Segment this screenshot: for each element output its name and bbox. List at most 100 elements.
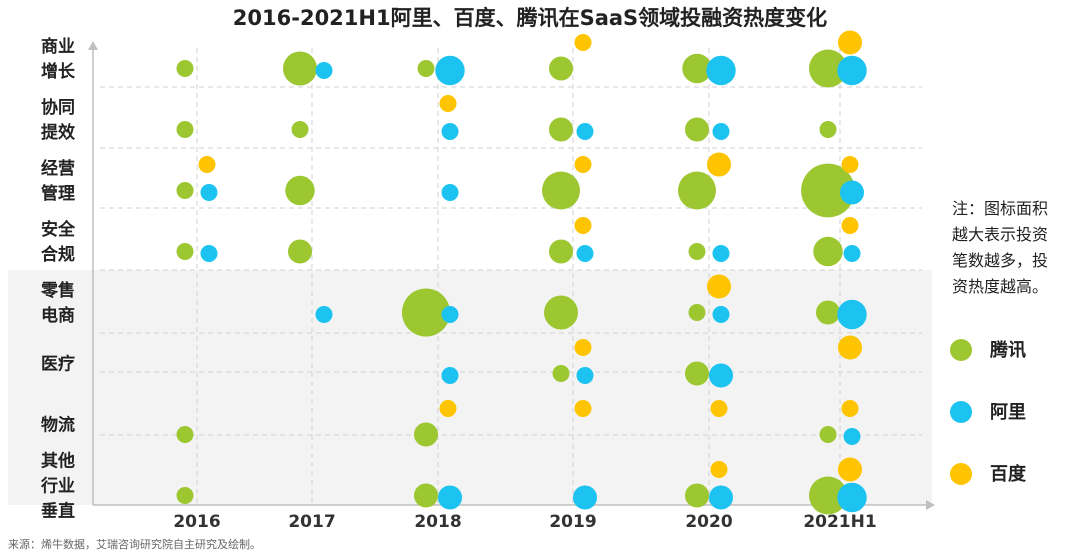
bubble xyxy=(401,288,451,337)
row-label: 安全 xyxy=(41,219,76,240)
bubble xyxy=(710,461,728,478)
bubble xyxy=(198,156,216,173)
bubble xyxy=(176,426,194,443)
bubble xyxy=(441,123,459,140)
bubble xyxy=(439,400,457,417)
x-tick-label: 2018 xyxy=(414,512,461,532)
bubble xyxy=(176,121,194,138)
bubble xyxy=(200,245,218,262)
row-label: 提效 xyxy=(41,122,75,143)
shaded-band xyxy=(8,270,932,505)
legend-marker xyxy=(950,339,972,361)
bubbles xyxy=(176,30,867,515)
bubble xyxy=(176,487,194,504)
row-label: 增长 xyxy=(41,61,76,82)
x-tick-label: 2019 xyxy=(549,512,596,532)
x-tick-label: 2020 xyxy=(685,512,732,532)
legend-label: 阿里 xyxy=(990,402,1026,423)
row-label: 电商 xyxy=(41,305,75,326)
bubble xyxy=(574,400,592,417)
bubble xyxy=(706,55,736,86)
bubble xyxy=(808,49,848,88)
legend-marker xyxy=(950,401,972,423)
bubble xyxy=(837,30,863,55)
bubble xyxy=(200,184,218,201)
bubble xyxy=(574,339,592,356)
row-label: 协同 xyxy=(41,97,75,118)
bubble xyxy=(413,483,439,508)
bubble xyxy=(706,152,732,177)
bubble xyxy=(435,55,465,86)
x-tick-label: 2017 xyxy=(288,512,335,532)
bubble xyxy=(677,171,717,210)
row-label: 零售 xyxy=(40,280,75,301)
bubble xyxy=(437,485,463,510)
bubble xyxy=(837,299,867,330)
bubble xyxy=(837,482,867,513)
bubble xyxy=(176,182,194,199)
bubble xyxy=(706,274,732,299)
bubble xyxy=(413,422,439,447)
bubble xyxy=(285,175,315,206)
note-line: 资热度越高。 xyxy=(952,277,1048,296)
bubble xyxy=(176,60,194,77)
bubble xyxy=(441,184,459,201)
bubble xyxy=(544,295,578,330)
row-label: 行业 xyxy=(40,476,75,497)
bubble xyxy=(441,367,459,384)
note-line: 注：图标面积 xyxy=(952,199,1048,218)
legend-label: 腾讯 xyxy=(990,339,1026,361)
bubble xyxy=(572,485,598,510)
row-label: 合规 xyxy=(41,244,75,265)
note-line: 笔数越多，投 xyxy=(952,251,1048,270)
x-tick-label: 2016 xyxy=(173,512,220,532)
bubble xyxy=(548,56,574,81)
bubble xyxy=(708,363,734,388)
bubble xyxy=(843,245,861,262)
bubble xyxy=(574,156,592,173)
bubble xyxy=(684,117,710,142)
chart-title: 2016-2021H1阿里、百度、腾讯在SaaS领域投融资热度变化 xyxy=(233,6,827,30)
x-tick-labels: 2016 2017 2018 2019 2020 2021H1 xyxy=(173,512,876,532)
y-axis-arrow xyxy=(88,41,98,50)
bubble xyxy=(548,117,574,142)
bubble xyxy=(682,53,712,84)
bubble xyxy=(441,306,459,323)
bubble xyxy=(287,239,313,264)
bubble xyxy=(541,171,581,210)
bubble xyxy=(808,476,848,515)
bubble xyxy=(684,483,710,508)
bubble xyxy=(710,400,728,417)
row-label: 其他 xyxy=(41,451,75,472)
bubble xyxy=(815,300,841,325)
bubble xyxy=(439,95,457,112)
bubble xyxy=(315,306,333,323)
legend-label: 百度 xyxy=(990,463,1027,485)
bubble xyxy=(548,239,574,264)
bubble xyxy=(801,163,855,218)
bubble xyxy=(839,180,865,205)
bubble xyxy=(819,426,837,443)
bubble xyxy=(688,304,706,321)
bubble xyxy=(688,243,706,260)
source-text: 来源：烯牛数据，艾瑞咨询研究院自主研究及绘制。 xyxy=(8,537,261,551)
bubble xyxy=(417,60,435,77)
bubble xyxy=(841,156,859,173)
bubble xyxy=(176,243,194,260)
bubble xyxy=(841,400,859,417)
x-axis-arrow xyxy=(926,500,935,510)
bubble xyxy=(813,236,843,267)
grid-lines xyxy=(100,48,922,505)
bubble xyxy=(576,245,594,262)
row-label: 垂直 xyxy=(41,501,75,522)
bubble xyxy=(837,335,863,360)
bubble xyxy=(315,62,333,79)
bubble xyxy=(576,123,594,140)
note-line: 越大表示投资 xyxy=(952,225,1048,244)
legend-marker xyxy=(950,463,972,485)
bubble xyxy=(837,457,863,482)
bubble xyxy=(841,217,859,234)
